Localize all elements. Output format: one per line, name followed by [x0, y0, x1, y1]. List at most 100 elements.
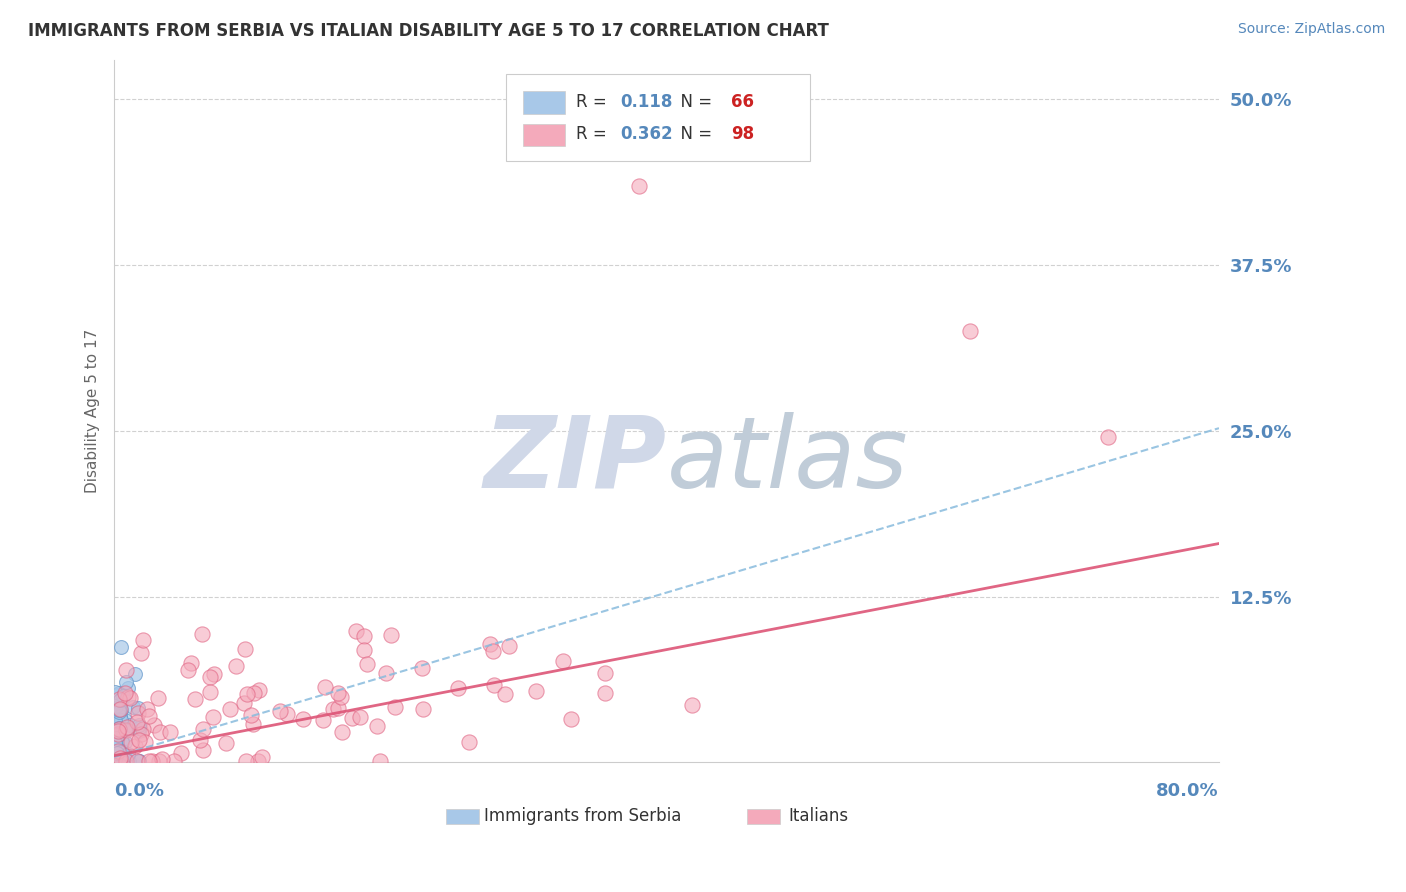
Point [107, 706, 129, 720]
Point [115, 675, 138, 690]
Point [107, 754, 129, 768]
Point [107, 754, 129, 768]
Point [110, 745, 132, 759]
Point [114, 664, 136, 678]
Point [128, 721, 150, 735]
Point [120, 718, 142, 732]
Point [104, 749, 127, 764]
Point [120, 690, 142, 705]
Point [225, 659, 247, 673]
Point [233, 641, 256, 656]
Point [120, 735, 142, 749]
Text: atlas: atlas [666, 411, 908, 508]
Point [114, 723, 136, 737]
Text: 0.362: 0.362 [620, 125, 673, 143]
Point [103, 754, 125, 768]
Point [447, 681, 470, 695]
Point [242, 716, 264, 731]
Point [412, 702, 434, 716]
Text: N =: N = [669, 93, 717, 111]
Point [380, 627, 402, 641]
Point [218, 702, 240, 716]
Point [127, 701, 149, 715]
Point [146, 690, 169, 705]
Point [170, 746, 193, 760]
Point [110, 640, 132, 654]
Point [104, 754, 127, 768]
Point [627, 178, 650, 193]
Point [107, 748, 129, 763]
Point [105, 742, 128, 756]
Point [184, 692, 207, 706]
Point [134, 735, 156, 749]
Point [250, 749, 273, 764]
Point [103, 754, 125, 768]
Point [494, 687, 516, 701]
Point [132, 723, 155, 737]
FancyBboxPatch shape [523, 91, 565, 113]
Point [180, 656, 202, 670]
Point [107, 754, 129, 768]
Point [104, 731, 127, 746]
Point [128, 754, 150, 768]
Point [105, 688, 128, 702]
Point [163, 754, 186, 768]
Point [105, 731, 128, 745]
Point [107, 747, 129, 761]
Point [103, 731, 125, 746]
Point [105, 728, 128, 742]
Point [125, 754, 148, 768]
Point [150, 751, 173, 765]
Point [330, 690, 353, 704]
Point [138, 754, 160, 768]
Point [482, 644, 505, 658]
Point [103, 754, 125, 768]
FancyBboxPatch shape [747, 809, 780, 824]
Point [330, 725, 353, 739]
Point [366, 719, 388, 733]
Point [353, 642, 375, 657]
Point [122, 699, 145, 714]
Point [349, 710, 371, 724]
Point [356, 657, 378, 672]
Point [340, 711, 363, 725]
Point [593, 685, 616, 699]
Point [105, 746, 128, 760]
Point [138, 708, 160, 723]
Point [959, 325, 981, 339]
Point [141, 754, 163, 768]
Text: 0.118: 0.118 [620, 93, 672, 111]
Point [458, 735, 481, 749]
Point [108, 686, 131, 700]
Point [312, 714, 335, 728]
Point [482, 678, 505, 692]
Text: 98: 98 [731, 125, 754, 143]
Point [103, 731, 125, 745]
Point [560, 712, 582, 726]
Point [114, 713, 136, 727]
Text: R =: R = [576, 125, 612, 143]
Point [110, 709, 132, 723]
Text: Italians: Italians [789, 806, 848, 825]
Point [128, 754, 150, 768]
Point [110, 703, 132, 717]
Point [111, 733, 134, 747]
Point [104, 736, 127, 750]
Point [148, 754, 170, 768]
Point [107, 744, 129, 758]
Point [593, 665, 616, 680]
Point [524, 684, 547, 698]
Text: IMMIGRANTS FROM SERBIA VS ITALIAN DISABILITY AGE 5 TO 17 CORRELATION CHART: IMMIGRANTS FROM SERBIA VS ITALIAN DISABI… [28, 22, 830, 40]
Text: N =: N = [669, 125, 717, 143]
Point [108, 703, 131, 717]
Text: 80.0%: 80.0% [1156, 782, 1219, 800]
Point [110, 713, 132, 727]
Point [110, 702, 132, 716]
Point [384, 700, 406, 714]
Point [112, 746, 135, 760]
Point [247, 754, 270, 768]
FancyBboxPatch shape [523, 124, 565, 146]
Point [276, 707, 298, 722]
Point [104, 685, 127, 699]
Point [149, 725, 172, 739]
